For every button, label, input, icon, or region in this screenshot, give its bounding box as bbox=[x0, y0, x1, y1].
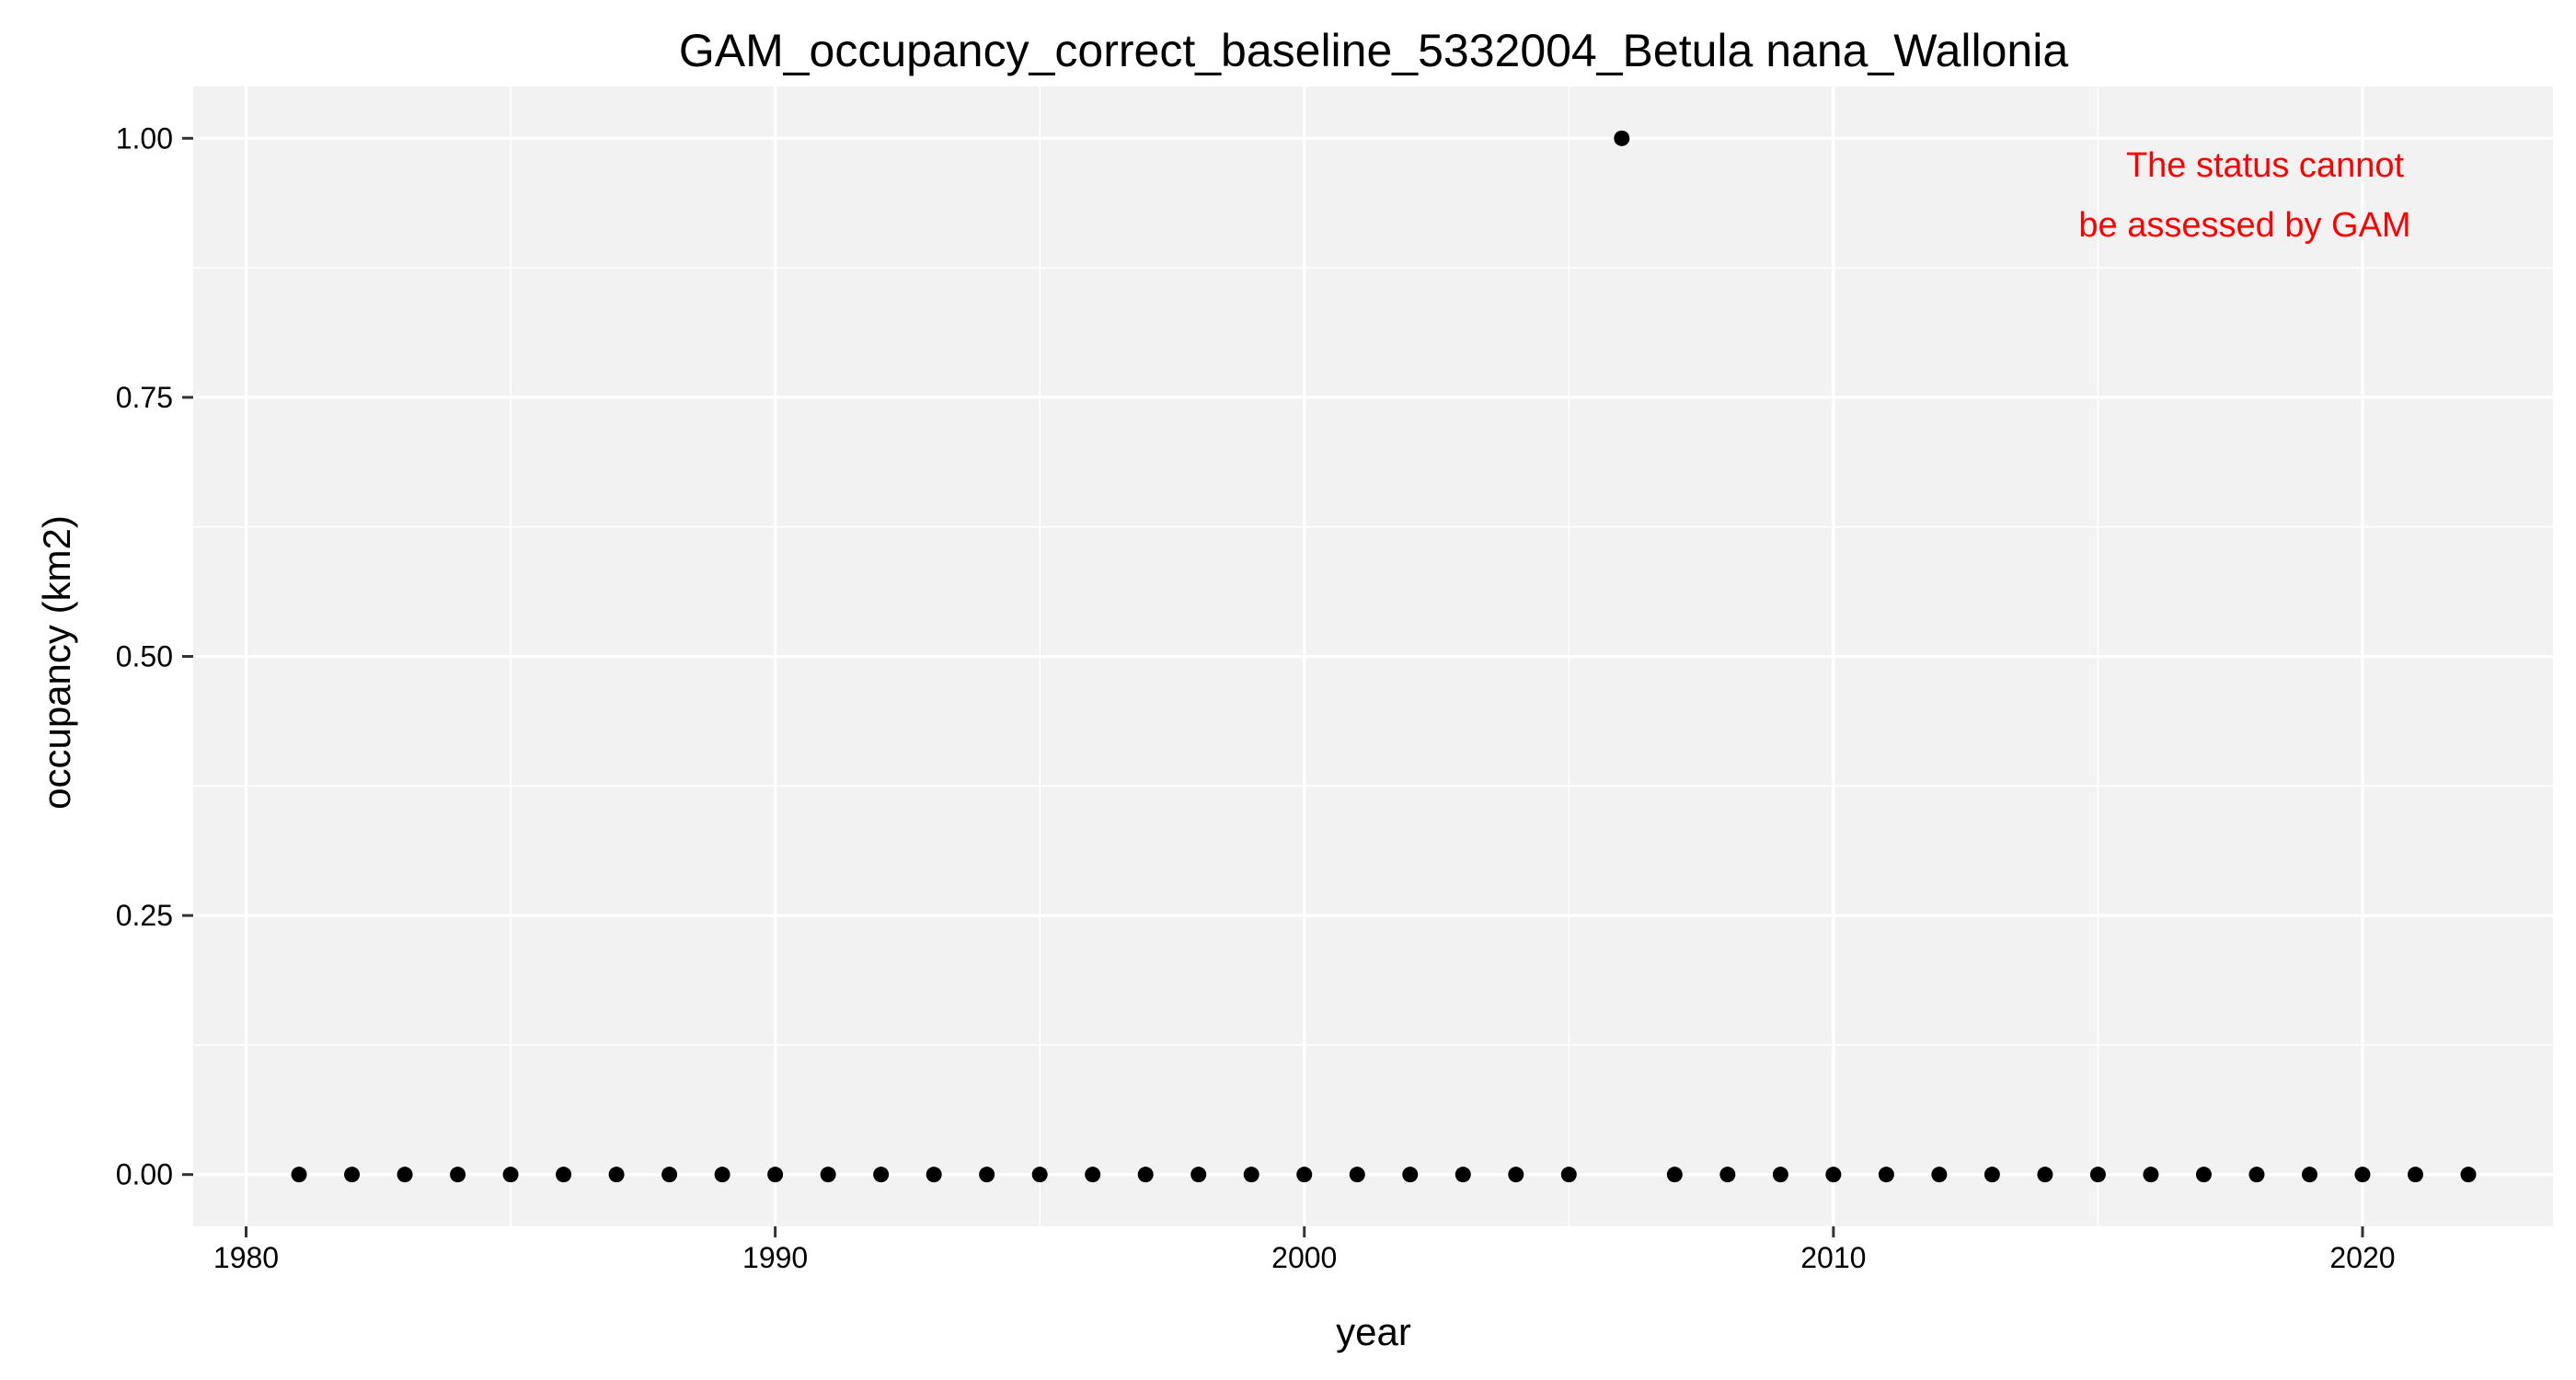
y-tick-label: 0.25 bbox=[116, 899, 173, 932]
data-point bbox=[1772, 1167, 1788, 1183]
y-tick-label: 0.00 bbox=[116, 1158, 173, 1191]
data-point bbox=[1508, 1167, 1524, 1183]
data-point bbox=[2460, 1167, 2477, 1183]
data-point bbox=[820, 1167, 836, 1183]
data-point bbox=[1931, 1167, 1948, 1183]
data-point bbox=[1984, 1167, 2000, 1183]
chart-title: GAM_occupancy_correct_baseline_5332004_B… bbox=[679, 25, 2068, 76]
data-point bbox=[1085, 1167, 1101, 1183]
axis-ticks bbox=[182, 136, 2364, 1237]
data-point bbox=[2301, 1167, 2317, 1183]
data-point bbox=[608, 1167, 625, 1183]
y-tick-label: 0.75 bbox=[116, 381, 173, 414]
x-tick-label: 1980 bbox=[213, 1241, 279, 1274]
data-point bbox=[1137, 1167, 1154, 1183]
data-point bbox=[1719, 1167, 1736, 1183]
data-point bbox=[556, 1167, 572, 1183]
data-point bbox=[502, 1167, 519, 1183]
y-axis-title: occupancy (km2) bbox=[35, 515, 78, 810]
data-point bbox=[1560, 1167, 1577, 1183]
data-point bbox=[873, 1167, 890, 1183]
data-points bbox=[291, 130, 2477, 1183]
x-tick-label: 1990 bbox=[742, 1241, 808, 1274]
tick-labels: 1980 1990 2000 2010 2020 0.00 0.25 0.50 0.75 1.00 bbox=[116, 121, 2396, 1274]
data-point bbox=[1825, 1167, 1842, 1183]
data-point bbox=[344, 1167, 361, 1183]
grid-major bbox=[193, 86, 2553, 1226]
data-point bbox=[2195, 1167, 2212, 1183]
data-point bbox=[1190, 1167, 1207, 1183]
data-point bbox=[2089, 1167, 2106, 1183]
data-point bbox=[979, 1167, 995, 1183]
data-point bbox=[767, 1167, 784, 1183]
data-point bbox=[1243, 1167, 1259, 1183]
data-point bbox=[2248, 1167, 2265, 1183]
x-tick-label: 2020 bbox=[2329, 1241, 2395, 1274]
data-point bbox=[1455, 1167, 1471, 1183]
data-point bbox=[2037, 1167, 2053, 1183]
x-tick-label: 2000 bbox=[1271, 1241, 1337, 1274]
data-point bbox=[1402, 1167, 1419, 1183]
y-tick-label: 1.00 bbox=[116, 121, 173, 155]
data-point bbox=[397, 1167, 413, 1183]
annotation-line-2: be assessed by GAM bbox=[2078, 206, 2410, 245]
data-point bbox=[2407, 1167, 2423, 1183]
data-point bbox=[1296, 1167, 1313, 1183]
data-point bbox=[2143, 1167, 2159, 1183]
data-point bbox=[1666, 1167, 1683, 1183]
x-tick-label: 2010 bbox=[1800, 1241, 1866, 1274]
data-point bbox=[661, 1167, 678, 1183]
data-point bbox=[1878, 1167, 1894, 1183]
data-point bbox=[450, 1167, 466, 1183]
data-point bbox=[1614, 130, 1630, 146]
x-axis-title: year bbox=[1336, 1310, 1411, 1353]
data-point bbox=[714, 1167, 730, 1183]
data-point bbox=[291, 1167, 307, 1183]
y-tick-label: 0.50 bbox=[116, 640, 173, 673]
annotation-line-1: The status cannot bbox=[2126, 146, 2405, 185]
data-point bbox=[1349, 1167, 1365, 1183]
data-point bbox=[1031, 1167, 1048, 1183]
data-point bbox=[2354, 1167, 2371, 1183]
data-point bbox=[926, 1167, 942, 1183]
